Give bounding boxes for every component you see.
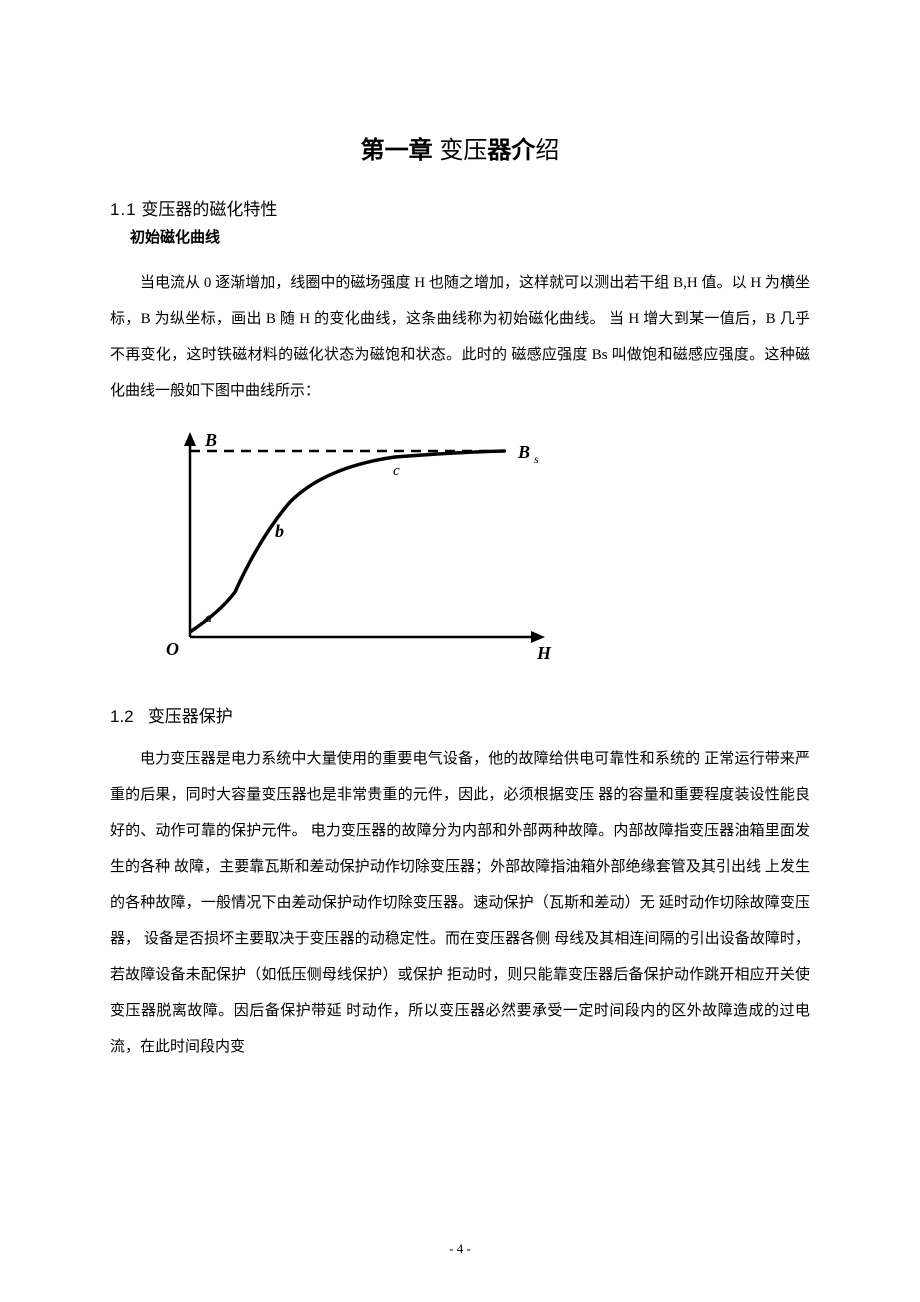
section-2-number: 1.2 (110, 707, 134, 726)
chapter-suffix: 绍 (535, 138, 559, 164)
chart-svg: B H O Bs b c a (150, 427, 570, 672)
svg-text:H: H (536, 643, 552, 663)
section-1-heading: 1.1 变压器的磁化特性 (110, 195, 810, 220)
chapter-main2: 器介 (487, 137, 535, 164)
page-number: - 4 - (0, 1241, 920, 1257)
chapter-main1: 变压 (439, 138, 487, 164)
section-1-title: 变压器的磁化特性 (141, 200, 277, 219)
svg-text:c: c (393, 463, 400, 479)
svg-text:b: b (275, 521, 284, 541)
magnetization-curve-chart: B H O Bs b c a (150, 427, 810, 677)
svg-text:B: B (204, 430, 217, 450)
svg-text:O: O (166, 639, 179, 659)
svg-text:B: B (517, 442, 530, 462)
section-2-paragraph: 电力变压器是电力系统中大量使用的重要电气设备，他的故障给供电可靠性和系统的 正常… (110, 741, 810, 1065)
section-1-subtitle: 初始磁化曲线 (130, 226, 810, 247)
chapter-title: 第一章 变压器介绍 (110, 130, 810, 165)
section-1-number: 1.1 (110, 200, 137, 219)
section-2-title: 变压器保护 (148, 707, 233, 726)
section-2-heading: 1.2 变压器保护 (110, 702, 810, 727)
svg-text:a: a (205, 611, 212, 626)
svg-text:s: s (534, 452, 539, 466)
section-1-paragraph: 当电流从 0 逐渐增加，线圈中的磁场强度 H 也随之增加，这样就可以测出若干组 … (110, 265, 810, 409)
chapter-prefix: 第一章 (361, 137, 433, 164)
